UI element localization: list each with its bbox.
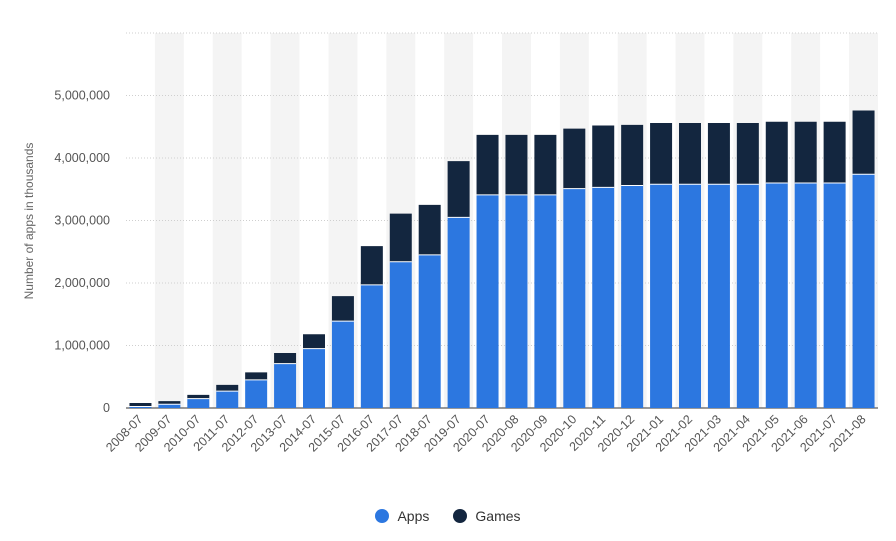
bar-apps <box>216 391 239 408</box>
bar-apps <box>679 184 701 408</box>
legend-label-apps: Apps <box>397 508 430 524</box>
bar-apps <box>418 254 441 408</box>
y-tick-label: 5,000,000 <box>54 89 110 103</box>
bar-apps <box>650 184 673 408</box>
y-axis-title: Number of apps in thousands <box>22 143 36 300</box>
bar-games <box>274 353 297 364</box>
bar-apps <box>274 363 297 408</box>
bar-games <box>852 110 875 175</box>
y-tick-label: 2,000,000 <box>54 276 110 290</box>
bar-apps <box>707 184 730 408</box>
bar-apps <box>360 284 383 408</box>
bar-games <box>331 296 354 322</box>
bar-apps <box>505 194 528 408</box>
bar-apps <box>823 183 846 408</box>
bar-apps <box>852 174 875 408</box>
bar-apps <box>158 404 181 408</box>
bar-games <box>765 121 788 183</box>
bar-apps <box>389 261 412 408</box>
legend-item-games[interactable]: Games <box>453 508 521 524</box>
bar-games <box>476 134 499 195</box>
bar-apps <box>129 406 152 408</box>
bar-games <box>563 128 586 189</box>
bar-games <box>621 124 644 186</box>
bar-apps <box>303 348 325 408</box>
y-tick-label: 3,000,000 <box>54 214 110 228</box>
legend-dot-apps <box>375 509 390 523</box>
bar-games <box>303 334 325 349</box>
bar-apps <box>765 183 788 408</box>
bar-games <box>360 246 383 285</box>
bar-apps <box>187 398 210 408</box>
bar-games <box>418 204 441 255</box>
bar-games <box>129 403 152 407</box>
bar-apps <box>534 194 557 408</box>
bar-games <box>707 123 730 185</box>
bar-games <box>216 384 239 392</box>
bar-games <box>534 134 557 195</box>
bar-games <box>823 121 846 183</box>
column-band <box>212 33 242 408</box>
bar-games <box>736 123 759 185</box>
legend-label-games: Games <box>475 508 521 524</box>
bar-games <box>447 161 470 218</box>
bar-apps <box>447 217 470 408</box>
y-tick-label: 0 <box>103 401 110 415</box>
bar-games <box>158 401 181 405</box>
legend: Apps Games <box>0 508 896 524</box>
bar-games <box>389 213 412 262</box>
bar-apps <box>476 194 499 408</box>
bar-apps <box>736 184 759 408</box>
bar-apps <box>794 183 817 408</box>
bar-games <box>245 372 268 380</box>
bar-apps <box>592 187 615 408</box>
bar-apps <box>245 379 268 408</box>
bar-apps <box>563 188 586 408</box>
bar-games <box>650 123 673 185</box>
y-tick-label: 4,000,000 <box>54 151 110 165</box>
bar-games <box>592 125 615 188</box>
bar-games <box>679 123 701 185</box>
bar-games <box>505 134 528 195</box>
bar-games <box>794 121 817 183</box>
legend-item-apps[interactable]: Apps <box>375 508 429 524</box>
bar-apps <box>621 185 644 408</box>
bar-games <box>187 394 210 399</box>
bar-apps <box>331 321 354 408</box>
y-tick-label: 1,000,000 <box>54 339 110 353</box>
legend-dot-games <box>453 509 468 523</box>
